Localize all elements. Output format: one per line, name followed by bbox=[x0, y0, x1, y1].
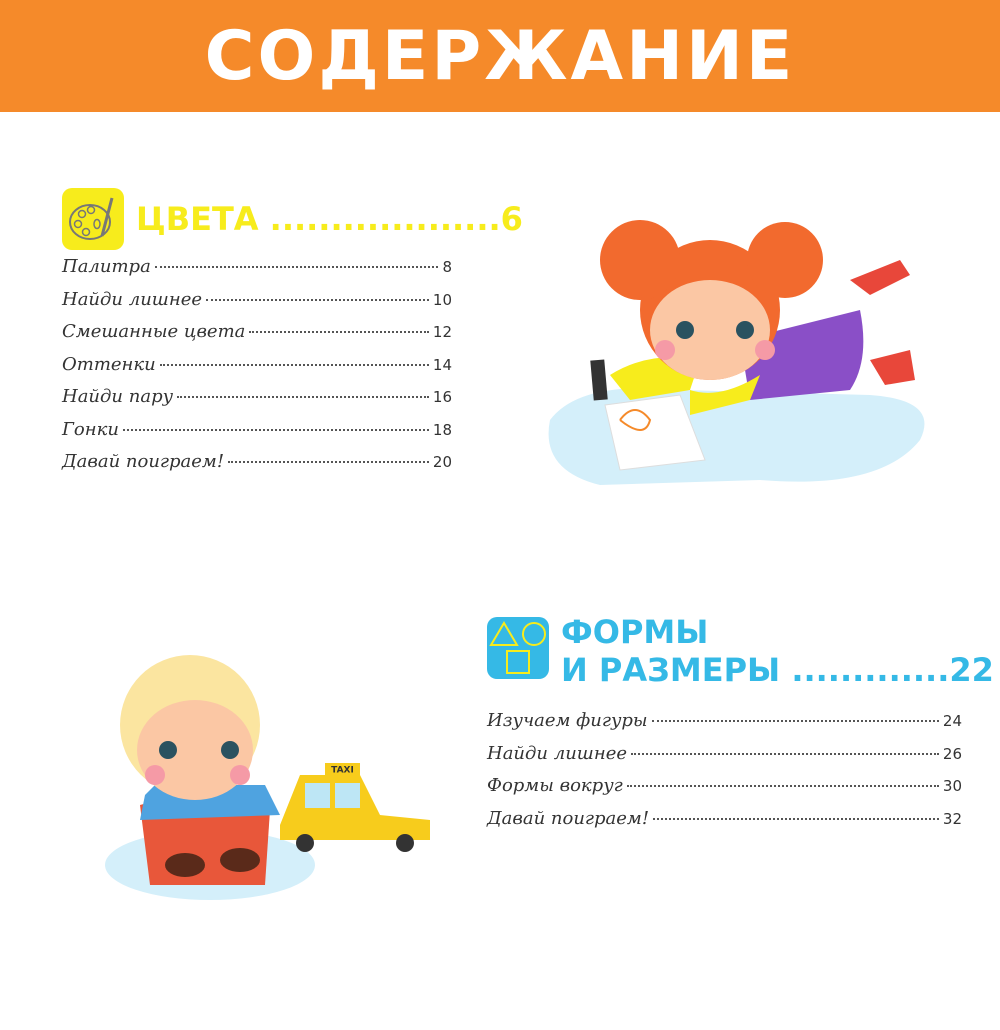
toc-item-label: Найди лишнее bbox=[62, 288, 203, 310]
dot-leader: ............. bbox=[791, 651, 950, 689]
toc-item-page: 24 bbox=[942, 712, 962, 730]
toc-item-label: Оттенки bbox=[62, 353, 156, 375]
section-page: 22 bbox=[949, 651, 994, 689]
toc-item-page: 20 bbox=[432, 453, 452, 471]
toc-colors-list: Палитра 8 Найди лишнее 10 Смешанные цвета 1… bbox=[62, 256, 452, 484]
toc-item[interactable]: Формы вокруг 30 bbox=[487, 775, 962, 808]
dot-leader: ................... bbox=[269, 200, 501, 238]
toc-item-label: Изучаем фигуры bbox=[487, 710, 648, 731]
dot-leader bbox=[177, 396, 429, 398]
toc-item-label: Палитра bbox=[62, 256, 151, 277]
toc-item-label: Давай поиграем! bbox=[62, 451, 225, 472]
toc-item[interactable]: Палитра 8 bbox=[62, 256, 452, 289]
toc-item-page: 8 bbox=[442, 258, 452, 276]
boy-taxi-illustration: TAXI bbox=[105, 655, 430, 900]
toc-item-page: 16 bbox=[432, 388, 452, 406]
toc-item-label: Найди пару bbox=[62, 386, 174, 407]
section-shapes-heading[interactable]: ФОРМЫ И РАЗМЕРЫ .............22 bbox=[487, 613, 994, 689]
toc-item-page: 18 bbox=[432, 420, 452, 439]
toc-item-label: Смешанные цвета bbox=[62, 321, 246, 342]
title-banner: СОДЕРЖАНИЕ bbox=[0, 0, 1000, 112]
dot-leader bbox=[653, 817, 939, 820]
dot-leader bbox=[651, 720, 939, 722]
dot-leader bbox=[159, 363, 429, 366]
section-title: ЦВЕТА bbox=[136, 200, 259, 238]
toc-item[interactable]: Изучаем фигуры 24 bbox=[487, 710, 962, 743]
toc-item[interactable]: Гонки 18 bbox=[62, 419, 452, 452]
dot-leader bbox=[631, 752, 939, 755]
toc-item[interactable]: Оттенки 14 bbox=[62, 354, 452, 387]
toc-item[interactable]: Смешанные цвета 12 bbox=[62, 321, 452, 354]
toc-item-label: Гонки bbox=[62, 418, 119, 440]
toc-item[interactable]: Давай поиграем! 32 bbox=[487, 808, 962, 841]
toc-item-page: 12 bbox=[432, 323, 452, 341]
toc-item-label: Найди лишнее bbox=[487, 742, 628, 764]
toc-item[interactable]: Найди лишнее 10 bbox=[62, 289, 452, 322]
dot-leader bbox=[626, 785, 939, 787]
toc-item[interactable]: Давай поиграем! 20 bbox=[62, 451, 452, 484]
toc-item-label: Формы вокруг bbox=[487, 775, 623, 796]
shapes-icon bbox=[487, 617, 549, 679]
toc-item-page: 30 bbox=[942, 777, 962, 795]
dot-leader bbox=[249, 331, 429, 333]
dot-leader bbox=[122, 428, 429, 431]
dot-leader bbox=[206, 298, 429, 301]
palette-icon bbox=[62, 188, 124, 250]
toc-item-page: 10 bbox=[432, 290, 452, 309]
toc-item-label: Давай поиграем! bbox=[487, 807, 650, 829]
girl-drawing-illustration bbox=[548, 220, 925, 485]
toc-item[interactable]: Найди пару 16 bbox=[62, 386, 452, 419]
toc-item-page: 14 bbox=[432, 355, 452, 374]
page-title: СОДЕРЖАНИЕ bbox=[204, 16, 796, 96]
section-title-line2: И РАЗМЕРЫ bbox=[561, 651, 781, 689]
dot-leader bbox=[154, 266, 439, 268]
section-page: 6 bbox=[500, 200, 523, 238]
section-title-line1: ФОРМЫ bbox=[561, 613, 709, 651]
toc-item-page: 32 bbox=[942, 809, 962, 828]
toc-item[interactable]: Найди лишнее 26 bbox=[487, 743, 962, 776]
dot-leader bbox=[228, 461, 429, 463]
toc-item-page: 26 bbox=[942, 744, 962, 763]
section-colors-heading[interactable]: ЦВЕТА ...................6 bbox=[62, 188, 523, 250]
toc-shapes-list: Изучаем фигуры 24 Найди лишнее 26 Формы во… bbox=[487, 710, 962, 840]
taxi-sign: TAXI bbox=[331, 766, 354, 776]
